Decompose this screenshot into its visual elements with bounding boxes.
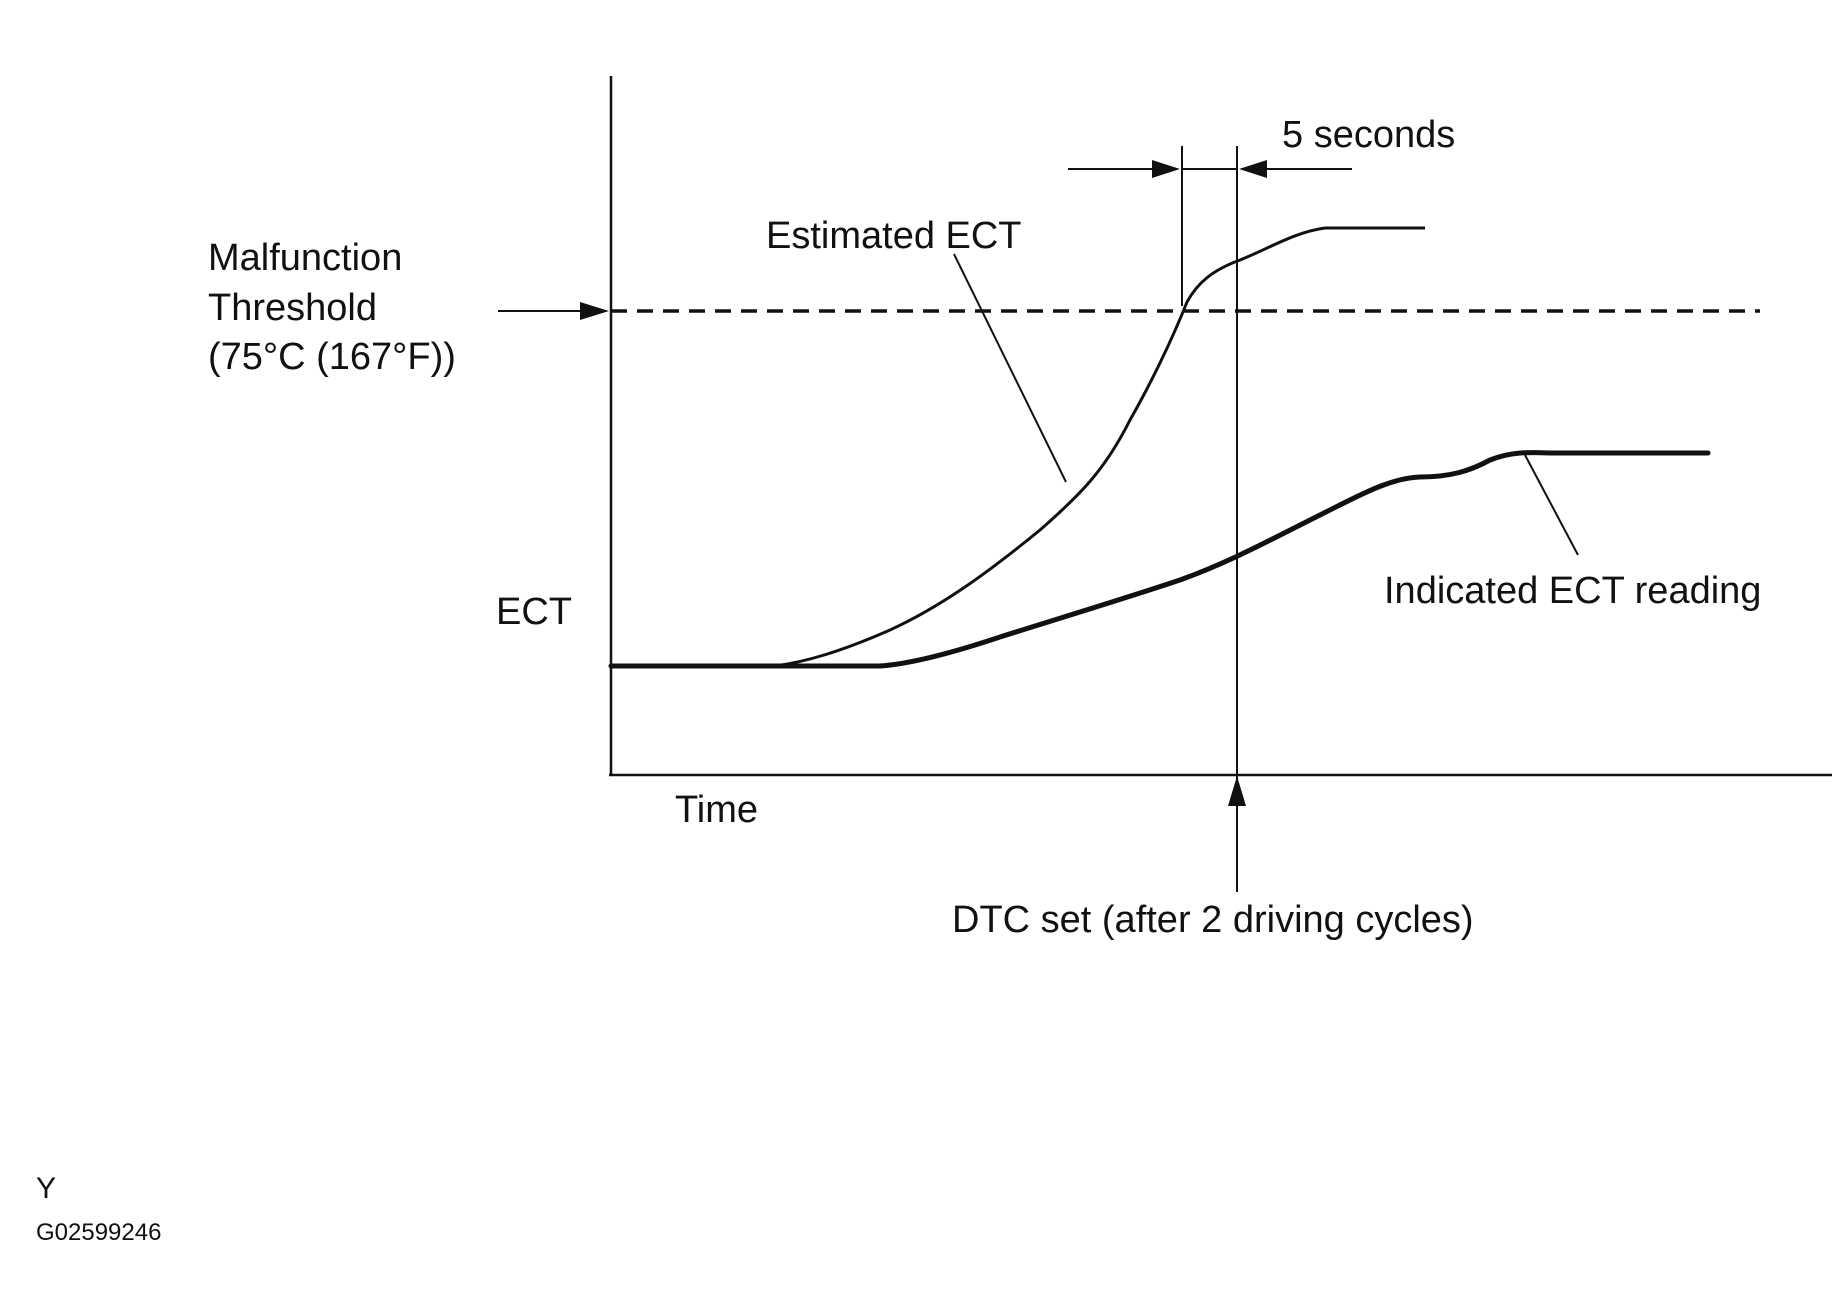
dtc-set-label: DTC set (after 2 driving cycles): [952, 899, 1474, 941]
indicated-ect-curve: [608, 450, 1711, 669]
dtc-arrowhead: [1228, 776, 1246, 806]
estimated-ect-leader-line: [953, 253, 1067, 483]
indicated-ect-label: Indicated ECT reading: [1384, 570, 1761, 612]
five-seconds-left-arrowhead: [1152, 160, 1180, 178]
malfunction-label-line1: Malfunction: [208, 237, 402, 279]
y-axis-label: ECT: [496, 591, 572, 633]
malfunction-label-line3: (75°C (167°F)): [208, 336, 456, 378]
x-axis-label: Time: [675, 789, 758, 831]
estimated-ect-curve: [611, 226, 1425, 668]
figure-id: G02599246: [36, 1219, 161, 1246]
estimated-ect-label: Estimated ECT: [766, 215, 1022, 257]
view-letter: Y: [36, 1172, 56, 1205]
threshold-arrowhead: [580, 302, 609, 320]
malfunction-label-line2: Threshold: [208, 287, 377, 329]
five-seconds-right-arrowhead: [1239, 160, 1267, 178]
indicated-ect-leader-line: [1524, 454, 1579, 556]
five-seconds-label: 5 seconds: [1282, 114, 1455, 156]
